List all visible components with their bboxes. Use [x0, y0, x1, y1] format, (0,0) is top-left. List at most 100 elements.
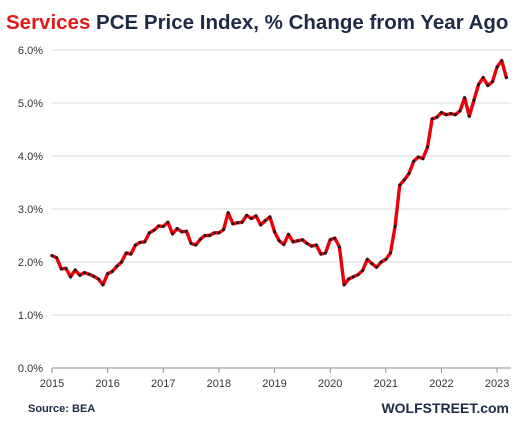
data-point — [50, 254, 54, 258]
data-point — [328, 238, 332, 242]
x-tick-label: 2018 — [207, 378, 231, 390]
data-point — [421, 157, 425, 161]
data-point — [296, 239, 300, 243]
data-point — [370, 262, 374, 266]
data-point — [333, 236, 337, 240]
series-services-pce — [50, 58, 509, 287]
data-point — [208, 234, 212, 237]
data-point — [184, 229, 188, 233]
y-tick-label: 0.0% — [18, 363, 43, 375]
data-point — [64, 266, 68, 270]
data-point — [147, 231, 151, 235]
data-point — [291, 240, 295, 244]
data-point — [55, 256, 59, 260]
data-point — [495, 65, 499, 69]
data-point — [129, 252, 133, 256]
data-point — [361, 268, 365, 272]
data-point — [351, 275, 355, 279]
data-point — [138, 240, 142, 244]
data-point — [444, 113, 448, 117]
data-point — [152, 228, 156, 232]
x-tick-label: 2015 — [40, 378, 64, 390]
data-point — [273, 230, 277, 234]
data-point — [194, 243, 198, 247]
data-point — [92, 274, 96, 278]
data-point — [73, 268, 77, 272]
data-point — [500, 59, 504, 63]
y-tick-label: 1.0% — [18, 310, 43, 322]
data-point — [449, 112, 453, 116]
data-point — [477, 82, 481, 86]
data-point — [324, 251, 328, 255]
data-point — [212, 231, 216, 235]
data-point — [398, 183, 402, 187]
gridlines — [52, 49, 511, 369]
y-axis: 0.0% 1.0% 2.0% 3.0% 4.0% 5.0% 6.0% — [18, 45, 43, 375]
data-point — [472, 98, 476, 102]
data-point — [467, 114, 471, 118]
data-point — [231, 222, 235, 226]
data-point — [388, 251, 392, 255]
data-point — [189, 241, 193, 245]
data-point — [486, 84, 490, 88]
x-tick-label: 2023 — [485, 378, 509, 390]
source-label: Source: BEA — [28, 403, 95, 415]
data-point — [384, 257, 388, 261]
data-point — [286, 232, 290, 236]
y-tick-label: 3.0% — [18, 204, 43, 216]
data-point — [124, 251, 128, 255]
x-tick-label: 2021 — [374, 378, 398, 390]
data-point — [490, 80, 494, 84]
data-point — [305, 241, 309, 245]
x-tick-label: 2016 — [95, 378, 119, 390]
data-point — [226, 211, 230, 215]
x-tick-label: 2022 — [429, 378, 453, 390]
data-point — [78, 273, 82, 277]
data-point — [101, 283, 105, 287]
data-point — [282, 243, 286, 247]
data-point — [347, 277, 351, 281]
data-point — [198, 237, 202, 241]
data-point — [439, 111, 443, 115]
chart-title-highlight: Services — [6, 11, 90, 34]
data-point — [416, 155, 420, 159]
data-point — [393, 224, 397, 228]
data-point — [365, 257, 369, 261]
chart-title-rest: PCE Price Index, % Change from Year Ago — [90, 11, 508, 34]
data-point — [337, 245, 341, 249]
data-point — [481, 76, 485, 80]
data-point — [458, 109, 462, 113]
data-point — [87, 272, 91, 276]
data-point — [379, 260, 383, 264]
data-point — [166, 220, 170, 224]
data-point — [259, 223, 263, 227]
data-point — [203, 234, 207, 237]
data-point — [268, 215, 272, 219]
data-point — [402, 178, 406, 182]
y-tick-label: 5.0% — [18, 98, 43, 110]
data-point — [277, 239, 281, 243]
brand-label: WOLFSTREET.com — [381, 400, 509, 416]
data-point — [175, 227, 179, 231]
data-point — [435, 115, 439, 119]
data-point — [300, 238, 304, 242]
data-point — [106, 272, 110, 276]
data-point — [120, 260, 124, 264]
data-point — [407, 171, 411, 175]
data-point — [254, 214, 258, 218]
data-point — [375, 265, 379, 269]
data-point — [143, 240, 147, 244]
data-point — [217, 231, 221, 235]
data-point — [110, 270, 114, 274]
data-point — [453, 113, 457, 117]
data-point — [96, 277, 100, 281]
data-point — [59, 267, 63, 271]
data-point — [249, 217, 253, 221]
data-point — [235, 221, 239, 225]
y-tick-label: 6.0% — [18, 45, 43, 57]
x-tick-label: 2019 — [262, 378, 286, 390]
data-point — [263, 219, 267, 223]
data-point — [82, 271, 86, 275]
chart-title: Services PCE Price Index, % Change from … — [6, 11, 508, 34]
